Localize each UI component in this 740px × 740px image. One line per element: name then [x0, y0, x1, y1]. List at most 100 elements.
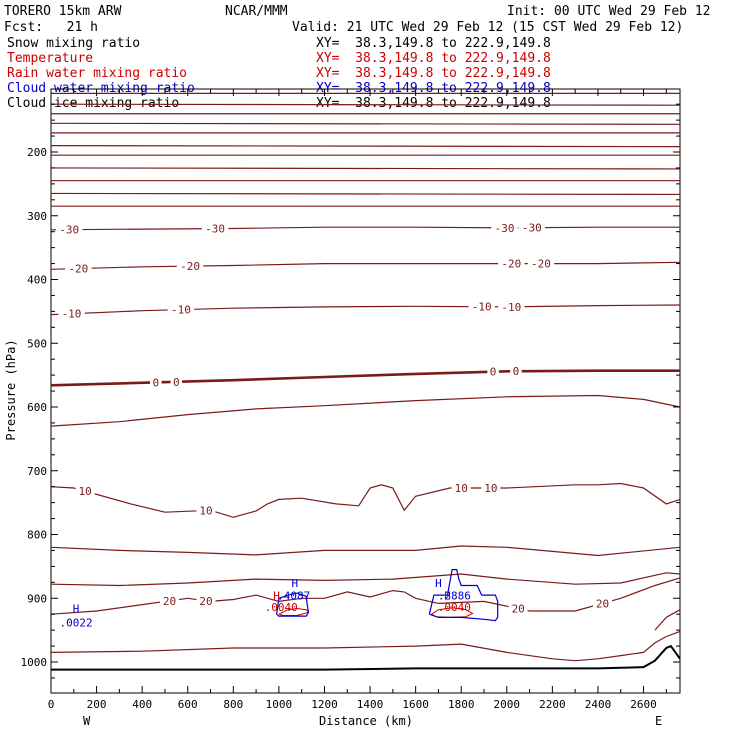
isotherm-label: 10	[79, 485, 92, 498]
isotherm-line	[50, 630, 681, 662]
isotherm-label: 20	[163, 595, 176, 608]
header: TORERO 15km ARW NCAR/MMM Init: 00 UTC We…	[4, 4, 711, 35]
y-tick-label: 700	[27, 465, 47, 478]
isotherm-label: -30	[495, 222, 515, 235]
isotherm-label: -10	[501, 301, 521, 314]
y-tick-label: 300	[27, 210, 47, 223]
max-annotation: .0022	[60, 616, 93, 629]
isotherm-label: 20	[596, 597, 609, 610]
plot-frame	[50, 88, 681, 694]
isotherm-label: 20	[199, 595, 212, 608]
plot-area: -30 -30 -30 -30-20 -20 -20 -20-10 -10 -10 -100 00 0…	[50, 92, 681, 671]
isotherm-label: 20	[512, 603, 525, 616]
isotherm-label-bg	[491, 220, 518, 234]
field-rain-label: Rain water mixing ratio	[7, 66, 187, 81]
isotherm-label: 10	[455, 482, 468, 495]
isotherm-label: 0	[490, 366, 497, 379]
x-tick-label: 600	[178, 698, 198, 711]
x-tick-label: 2200	[539, 698, 566, 711]
x-axis-west-label: W	[83, 714, 91, 728]
isotherm-label-bg	[167, 302, 195, 316]
isotherm-line	[50, 394, 681, 427]
isotherm-label-bg	[451, 480, 471, 494]
isotherm-label: -10	[472, 301, 492, 314]
isotherm-line	[50, 261, 681, 270]
max-annotation: H	[273, 590, 280, 603]
isotherm-line	[50, 369, 680, 387]
isotherm-label-bg	[176, 259, 204, 273]
isotherm-label: 10	[199, 504, 212, 517]
isotherm-line	[50, 304, 681, 316]
isotherm-line	[654, 609, 681, 631]
max-annotation: H	[292, 577, 299, 590]
isotherm-label: 0	[513, 365, 520, 378]
x-tick-label: 1200	[311, 698, 338, 711]
x-tick-label: 0	[48, 698, 55, 711]
max-annotation: .0040	[265, 601, 298, 614]
isotherm-label-bg	[160, 593, 180, 607]
isotherm-label: -20	[68, 263, 88, 276]
max-annotation: .0040	[438, 601, 471, 614]
field-snow-label: Snow mixing ratio	[7, 36, 140, 51]
y-tick-label: 500	[27, 337, 47, 350]
isotherm-label: 0	[173, 376, 180, 389]
x-tick-label: 2400	[585, 698, 612, 711]
isotherm-label-bg	[201, 221, 229, 235]
x-tick-label: 800	[223, 698, 243, 711]
isotherm-label-bg	[196, 593, 216, 607]
isotherm-label: 0	[153, 376, 160, 389]
field-list: Snow mixing ratio XY= 38.3,149.8 to 222.…	[7, 36, 551, 111]
cloud-water-contour	[276, 592, 310, 617]
y-axis-label: Pressure (hPa)	[4, 339, 18, 440]
isotherm-line	[50, 545, 681, 557]
upper-isotherm-line	[50, 122, 681, 125]
field-cloud-ice-label: Cloud ice mixing ratio	[7, 96, 179, 111]
isotherm-line	[50, 572, 681, 587]
isotherm-label: -20	[531, 258, 551, 271]
isotherm-label: -30	[522, 222, 542, 235]
isotherm-label-bg	[481, 480, 501, 494]
x-tick-label: 2600	[630, 698, 657, 711]
x-axis-east-label: E	[655, 714, 662, 728]
x-tick-label: 1400	[357, 698, 384, 711]
isotherm-label: -20	[180, 260, 200, 273]
isotherm-label-bg	[170, 374, 183, 388]
isotherm-label-bg	[75, 484, 95, 498]
field-rain-xy: XY= 38.3,149.8 to 222.9,149.8	[316, 66, 551, 81]
isotherm-label: -30	[59, 224, 79, 237]
y-tick-label: 200	[27, 146, 47, 159]
max-annotation: .4087	[277, 590, 310, 603]
isotherm-label-bg	[58, 306, 85, 320]
y-tick-label: 600	[27, 401, 47, 414]
x-tick-label: 400	[132, 698, 152, 711]
isotherm-label-bg	[593, 596, 613, 610]
max-annotation: H	[444, 590, 451, 603]
upper-isotherm-line	[50, 167, 681, 170]
x-tick-label: 1800	[448, 698, 475, 711]
isotherm-label-bg	[508, 601, 528, 615]
field-temperature-label: Temperature	[7, 51, 93, 66]
upper-isotherm-line	[50, 103, 681, 106]
isotherm-line	[50, 226, 680, 231]
valid-time: Valid: 21 UTC Wed 29 Feb 12 (15 CST Wed …	[292, 20, 683, 35]
isotherm-label-bg	[55, 222, 83, 236]
max-annotation: .2886	[438, 590, 471, 603]
y-tick-label: 400	[27, 274, 47, 287]
isotherm-label: -10	[171, 304, 191, 317]
field-snow-xy: XY= 38.3,149.8 to 222.9,149.8	[316, 36, 551, 51]
init-time: Init: 00 UTC Wed 29 Feb 12	[507, 4, 711, 19]
center-name: NCAR/MMM	[225, 4, 288, 19]
forecast-hour: Fcst: 21 h	[4, 20, 98, 35]
upper-isotherm-line	[50, 145, 681, 148]
x-tick-label: 200	[87, 698, 107, 711]
field-temperature-xy: XY= 38.3,149.8 to 222.9,149.8	[316, 51, 551, 66]
x-axis-label: Distance (km)	[319, 714, 413, 728]
x-tick-label: 1000	[266, 698, 293, 711]
isotherm-label-bg	[498, 299, 525, 313]
field-cloud-ice-xy: XY= 38.3,149.8 to 222.9,149.8	[316, 96, 551, 111]
cloud-water-contour	[428, 568, 499, 622]
terrain-line	[51, 644, 681, 671]
x-tick-label: 1600	[402, 698, 429, 711]
